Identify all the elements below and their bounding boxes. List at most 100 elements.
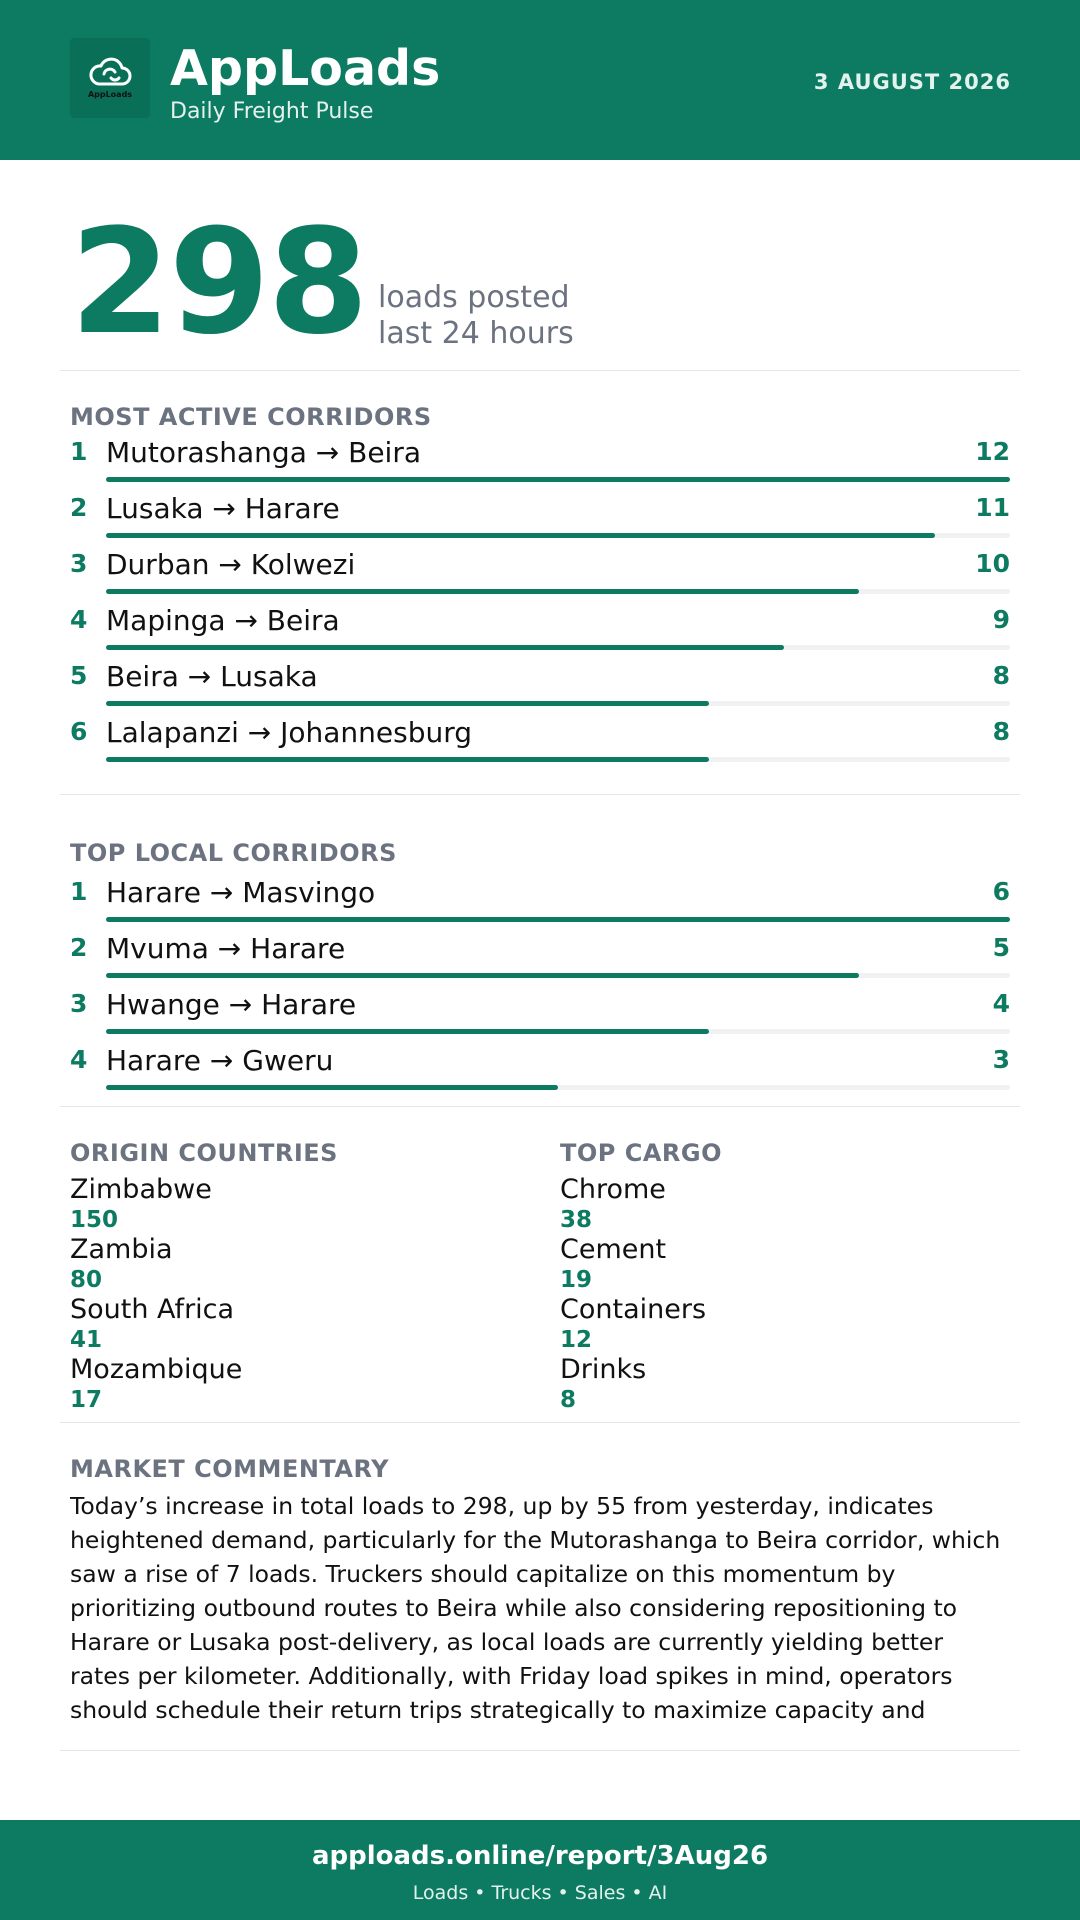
corridor-route: Beira → Lusaka [106, 660, 318, 693]
corridor-bar-fill [106, 973, 860, 978]
market-commentary-text: Today’s increase in total loads to 298, … [70, 1492, 1001, 1724]
corridor-bar-fill [106, 645, 784, 650]
brand-tagline: Daily Freight Pulse [170, 99, 374, 124]
corridor-rank: 6 [70, 717, 88, 746]
country-name: Zambia [70, 1234, 173, 1265]
corridor-route: Hwange → Harare [106, 988, 357, 1021]
section-title-local-corridors: TOP LOCAL CORRIDORS [70, 839, 397, 867]
corridor-bar-track [106, 477, 1010, 482]
corridor-count: 12 [975, 437, 1010, 466]
corridor-count: 3 [992, 1045, 1010, 1074]
section-title-market-commentary: MARKET COMMENTARY [70, 1455, 390, 1483]
corridor-route: Mvuma → Harare [106, 932, 346, 965]
corridor-count: 8 [992, 661, 1010, 690]
corridor-bar-fill [106, 589, 860, 594]
footer-banner: apploads.online/report/3Aug26 Loads • Tr… [0, 1820, 1080, 1920]
divider [60, 794, 1020, 795]
country-name: Mozambique [70, 1354, 243, 1385]
divider [60, 370, 1020, 371]
country-value: 17 [70, 1387, 103, 1413]
corridor-route: Harare → Gweru [106, 1044, 334, 1077]
cargo-value: 8 [560, 1387, 577, 1413]
corridor-bar-fill [106, 701, 709, 706]
country-name: South Africa [70, 1294, 235, 1325]
corridor-row: 4 Harare → Gweru 3 [70, 1044, 1010, 1101]
country-value: 41 [70, 1327, 103, 1353]
corridor-route: Durban → Kolwezi [106, 548, 356, 581]
corridor-route: Lusaka → Harare [106, 492, 340, 525]
country-value: 80 [70, 1267, 103, 1293]
corridor-bar-fill [106, 917, 1010, 922]
corridor-row: 1 Harare → Masvingo 6 [70, 876, 1010, 933]
cargo-name: Containers [560, 1294, 707, 1325]
report-date: 3 AUGUST 2026 [813, 70, 1011, 94]
corridor-route: Harare → Masvingo [106, 876, 376, 909]
corridor-count: 9 [992, 605, 1010, 634]
corridor-bar-fill [106, 1085, 558, 1090]
header-banner: AppLoads AppLoads Daily Freight Pulse 3 … [0, 0, 1080, 160]
top-cargo-list: Chrome 38 Cement 19 Containers 12 Drinks… [560, 1174, 980, 1414]
section-title-top-cargo: TOP CARGO [560, 1139, 722, 1167]
total-loads-caption: loads posted last 24 hours [378, 280, 574, 352]
corridor-rank: 1 [70, 437, 88, 466]
corridor-count: 5 [992, 933, 1010, 962]
corridor-bar-fill [106, 757, 709, 762]
footer-subtitle: Loads • Trucks • Sales • AI [412, 1882, 668, 1904]
corridor-rank: 3 [70, 989, 88, 1018]
section-title-origin-countries: ORIGIN COUNTRIES [70, 1139, 338, 1167]
corridor-row: 3 Hwange → Harare 4 [70, 988, 1010, 1045]
logo-wordmark: AppLoads [87, 90, 133, 99]
corridor-bar-track [106, 973, 1010, 978]
corridor-row: 1 Mutorashanga → Beira 12 [70, 436, 1010, 493]
total-loads-number: 298 [70, 198, 369, 367]
corridor-row: 2 Mvuma → Harare 5 [70, 932, 1010, 989]
corridor-route: Lalapanzi → Johannesburg [106, 716, 473, 749]
cloud-icon [89, 57, 132, 86]
section-title-active-corridors: MOST ACTIVE CORRIDORS [70, 403, 432, 431]
divider [60, 1106, 1020, 1107]
corridor-bar-track [106, 533, 1010, 538]
corridor-bar-track [106, 1029, 1010, 1034]
brand-name: AppLoads [170, 40, 441, 97]
country-name: Zimbabwe [70, 1174, 212, 1205]
corridor-rank: 5 [70, 661, 88, 690]
corridor-row: 2 Lusaka → Harare 11 [70, 492, 1010, 549]
cargo-name: Drinks [560, 1354, 647, 1385]
cargo-name: Cement [560, 1234, 667, 1265]
divider [60, 1422, 1020, 1423]
corridor-row: 4 Mapinga → Beira 9 [70, 604, 1010, 661]
divider [60, 1750, 1020, 1751]
corridor-rank: 1 [70, 877, 88, 906]
corridor-count: 6 [992, 877, 1010, 906]
corridor-route: Mutorashanga → Beira [106, 436, 421, 469]
app-logo: AppLoads [70, 38, 150, 118]
corridor-count: 10 [975, 549, 1010, 578]
corridor-rank: 4 [70, 605, 88, 634]
report-link[interactable]: apploads.online/report/3Aug26 [311, 1841, 769, 1871]
corridor-bar-track [106, 589, 1010, 594]
corridor-row: 5 Beira → Lusaka 8 [70, 660, 1010, 717]
corridor-bar-fill [106, 1029, 709, 1034]
corridor-bar-track [106, 645, 1010, 650]
corridor-rank: 4 [70, 1045, 88, 1074]
cargo-value: 12 [560, 1327, 593, 1353]
origin-countries-list: Zimbabwe 150 Zambia 80 South Africa 41 M… [70, 1174, 490, 1414]
cargo-name: Chrome [560, 1174, 666, 1205]
corridor-bar-track [106, 917, 1010, 922]
corridor-rank: 3 [70, 549, 88, 578]
corridor-rank: 2 [70, 493, 88, 522]
corridor-rank: 2 [70, 933, 88, 962]
corridor-bar-fill [106, 477, 1010, 482]
corridor-count: 11 [975, 493, 1010, 522]
country-value: 150 [70, 1207, 119, 1233]
corridor-count: 8 [992, 717, 1010, 746]
caption-line-1: loads posted [378, 280, 570, 315]
corridor-bar-fill [106, 533, 935, 538]
corridor-count: 4 [992, 989, 1010, 1018]
corridor-bar-track [106, 701, 1010, 706]
corridor-route: Mapinga → Beira [106, 604, 340, 637]
corridor-bar-track [106, 757, 1010, 762]
corridor-row: 3 Durban → Kolwezi 10 [70, 548, 1010, 605]
cargo-value: 38 [560, 1207, 593, 1233]
corridor-bar-track [106, 1085, 1010, 1090]
